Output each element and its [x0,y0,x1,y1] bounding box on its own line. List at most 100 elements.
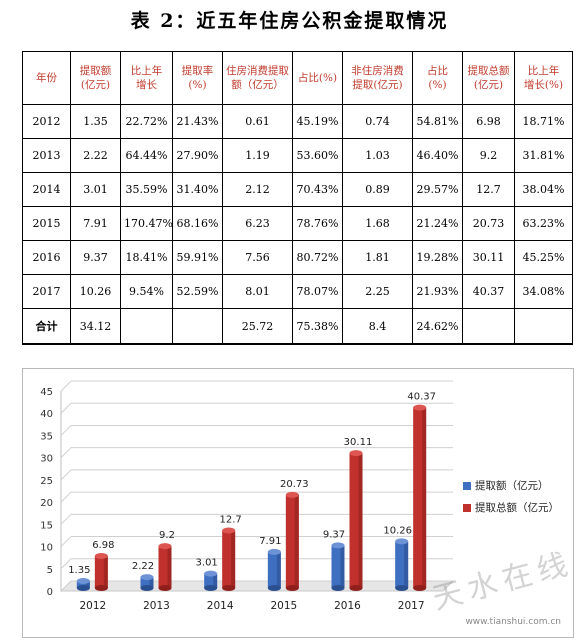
bar [140,577,154,588]
table-header-row: 年份 提取额 (亿元) 比上年 增长 提取率 (%) 住房消费提取 额（亿元） 占比(%)… [22,51,573,105]
table-header-cell: 提取率 (%) [172,51,223,105]
table-cell: 31.40% [172,172,223,207]
bar-top [331,542,345,549]
bar-base [158,585,172,591]
x-tick-label: 2016 [334,600,361,612]
value-label: 3.01 [196,558,218,569]
table-cell: 59.91% [172,240,223,275]
bar-top [76,578,90,584]
value-label: 10.26 [383,525,412,536]
table-cell: 9.37 [70,240,121,275]
legend-swatch [463,482,471,490]
bar-top [285,491,299,498]
table-cell: 0.61 [222,104,293,139]
table-cell: 2.25 [342,274,413,309]
table-cell: 53.60% [292,138,343,173]
bar-shade [85,581,90,588]
x-tick-label: 2014 [207,600,234,612]
table-cell: 22.72% [120,104,173,139]
y-tick-label: 10 [40,543,53,554]
table-header-cell: 比上年 增长(%) [514,51,573,105]
value-label: 9.2 [159,530,175,541]
total-cell [120,308,173,345]
table-cell: 34.08% [514,274,573,309]
table-cell: 80.72% [292,240,343,275]
bar-shade [167,546,172,588]
withdrawal-table: 年份 提取额 (亿元) 比上年 增长 提取率 (%) 住房消费提取 额（亿元） 占比(%)… [22,51,573,345]
total-cell: 24.62% [412,308,463,345]
bar-base [395,585,409,591]
value-label: 30.11 [344,437,373,448]
legend-label: 提取额（亿元） [475,479,549,492]
bar-shade [149,577,154,588]
header-label: 占比 (%) [427,65,448,91]
table-cell: 70.43% [292,172,343,207]
table-cell: 2.22 [70,138,121,173]
header-label: 占比(%) [297,72,338,84]
bar-base [285,585,299,591]
bar-base [94,585,108,591]
table-cell: 21.93% [412,274,463,309]
table-cell: 2014 [22,172,71,207]
table-header-cell: 住房消费提取 额（亿元） [222,51,293,105]
table-cell: 64.44% [120,138,173,173]
table-cell: 46.40% [412,138,463,173]
header-label: 比上年 增长(%) [523,65,564,91]
bar-base [222,585,236,591]
table-cell: 52.59% [172,274,223,309]
table-header-cell: 提取额 (亿元) [70,51,121,105]
table-cell: 6.23 [222,206,293,241]
y-tick-label: 20 [40,498,53,509]
table-cell: 170.47% [120,206,173,241]
bar-shade [340,545,345,588]
table-cell: 1.81 [342,240,413,275]
table-cell: 20.73 [462,206,515,241]
total-cell: 75.38% [292,308,343,345]
bar-shade [276,551,281,588]
bar-top [413,404,427,411]
bar-top [395,538,409,545]
header-label: 提取总额 (亿元) [467,65,510,91]
table-cell: 45.25% [514,240,573,275]
bar-shade [294,494,299,588]
table-cell: 9.2 [462,138,515,173]
y-tick-label: 15 [40,520,53,531]
chart-svg: 0 5 10 15 20 25 30 35 40 45 1.35 6.98 2012 2.22 9.2 201… [40,380,559,612]
x-tick-label: 2017 [398,600,425,612]
bar-base [204,585,218,591]
watermark-site: www.tianshui.com.cn [465,617,561,627]
value-label: 2.22 [132,561,154,572]
bar-top [140,574,154,581]
table-cell: 78.07% [292,274,343,309]
grid-diag [60,469,72,481]
table-cell: 0.74 [342,104,413,139]
bar-base [331,585,345,591]
table-header-cell: 非住房消费 提取(亿元) [342,51,413,105]
table-cell: 0.89 [342,172,413,207]
x-tick-label: 2012 [79,600,106,612]
table-cell: 9.54% [120,274,173,309]
y-tick-label: 40 [40,409,53,420]
table-cell: 21.24% [412,206,463,241]
grid-diag [60,380,72,392]
bar-base [140,585,154,591]
x-tick-label: 2015 [270,600,297,612]
table-header-cell: 占比(%) [292,51,343,105]
table-cell: 19.28% [412,240,463,275]
table-header-cell: 比上年 增长 [120,51,173,105]
bar [76,581,90,588]
table-cell: 6.98 [462,104,515,139]
table-row: 2017 10.26 9.54% 52.59% 8.01 78.07% 2.25 21.93%… [22,274,573,309]
y-tick-label: 0 [47,587,53,598]
bar-shade [422,407,427,588]
table-cell: 7.56 [222,240,293,275]
value-label: 9.37 [323,529,345,540]
y-tick-label: 25 [40,476,53,487]
table-cell: 1.35 [70,104,121,139]
y-tick-label: 5 [47,565,53,576]
bar-top [158,543,172,550]
header-label: 非住房消费 提取(亿元) [351,65,404,91]
bar-base [349,585,363,591]
table-cell: 2015 [22,206,71,241]
table-header-cell: 占比 (%) [412,51,463,105]
